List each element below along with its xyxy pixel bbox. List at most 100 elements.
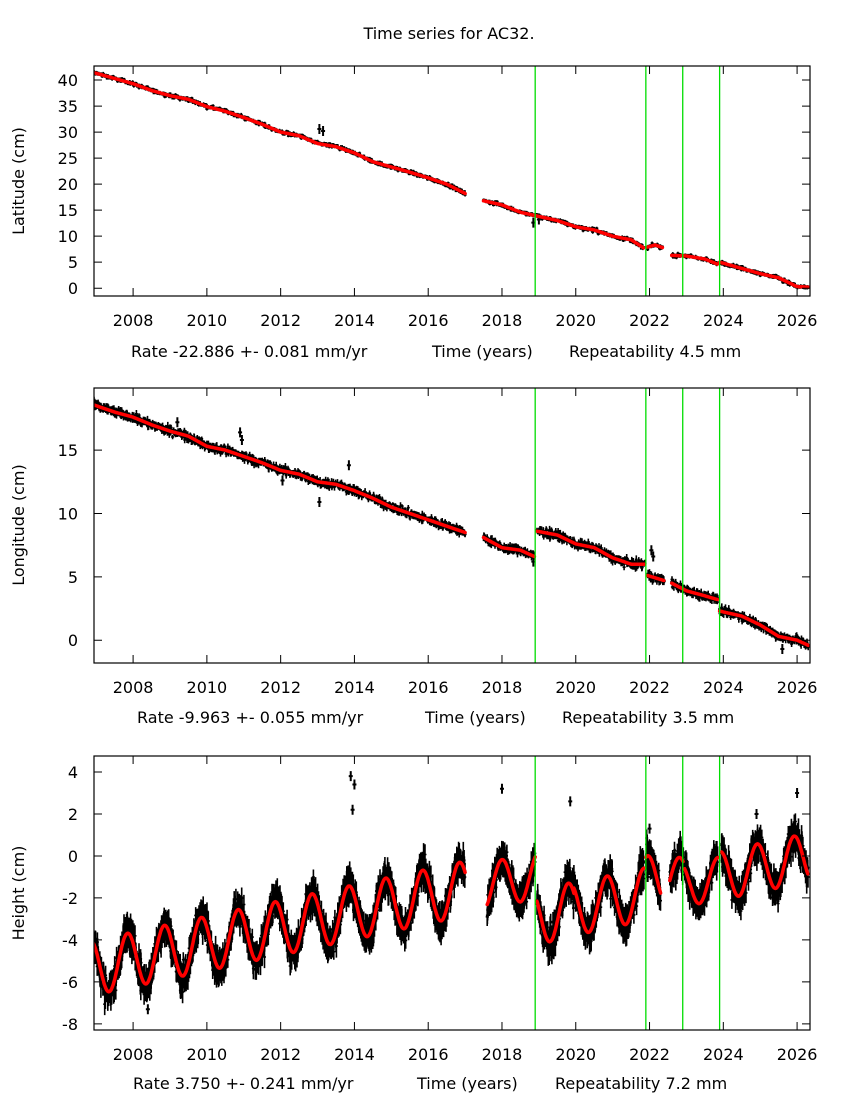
x-tick-label: 2010 [187, 1045, 228, 1064]
x-tick-label: 2018 [482, 311, 523, 330]
x-tick-label: 2026 [777, 311, 818, 330]
y-tick-label: 0 [68, 631, 78, 650]
y-tick-label: 5 [68, 253, 78, 272]
x-tick-label: 2024 [703, 1045, 744, 1064]
x-tick-label: 2020 [555, 311, 596, 330]
model-curve [669, 581, 720, 602]
plot-frame [93, 65, 811, 297]
model-curve [94, 403, 467, 535]
y-tick-label: -4 [62, 931, 78, 950]
model-curve [645, 573, 666, 583]
plot-frame [93, 387, 811, 664]
observation-outlier [317, 497, 322, 508]
observation-points [720, 813, 810, 921]
plot-area [94, 771, 810, 1016]
y-tick-label: 30 [58, 123, 78, 142]
x-tick-label: 2016 [408, 311, 449, 330]
model-curve [717, 260, 810, 289]
y-tick-label: 0 [68, 847, 78, 866]
x-tick-label: 2022 [629, 678, 670, 697]
x-tick-label: 2008 [113, 1045, 154, 1064]
observation-outlier [348, 771, 353, 782]
x-tick-label: 2010 [187, 678, 228, 697]
x-tick-label: 2026 [777, 1045, 818, 1064]
repeatability-label: Repeatability 7.2 mm [555, 1074, 727, 1093]
latitude-panel: Latitude (cm) Rate -22.886 +- 0.081 mm/y… [9, 65, 818, 361]
model-curve [682, 855, 720, 906]
observation-outlier [346, 460, 351, 471]
y-tick-label: 10 [58, 227, 78, 246]
model-curve [669, 253, 720, 266]
observation-outlier [499, 783, 504, 794]
y-axis-label: Latitude (cm) [9, 127, 28, 235]
x-tick-label: 2018 [482, 1045, 523, 1064]
x-tick-label: 2020 [555, 1045, 596, 1064]
model-curve [535, 529, 647, 566]
model-curve [572, 866, 646, 935]
observation-outlier [145, 1004, 150, 1015]
observation-outlier [352, 779, 357, 790]
observation-points [94, 841, 467, 1016]
x-tick-label: 2016 [408, 678, 449, 697]
model-curve [645, 243, 665, 250]
x-tick-label: 2014 [334, 678, 375, 697]
y-tick-label: 20 [58, 175, 78, 194]
x-axis-label: Time (years) [431, 342, 533, 361]
model-curve [644, 854, 663, 895]
y-tick-label: 35 [58, 97, 78, 116]
observation-outlier [780, 644, 785, 655]
model-curve [485, 855, 537, 907]
rate-label: Rate -22.886 +- 0.081 mm/yr [131, 342, 368, 361]
y-tick-label: 5 [68, 568, 78, 587]
y-tick-label: 10 [58, 504, 78, 523]
y-tick-label: 2 [68, 805, 78, 824]
x-tick-label: 2010 [187, 311, 228, 330]
x-tick-label: 2014 [334, 311, 375, 330]
y-tick-label: 0 [68, 279, 78, 298]
x-tick-label: 2024 [703, 311, 744, 330]
rate-label: Rate -9.963 +- 0.055 mm/yr [137, 708, 364, 727]
model-curve [717, 609, 810, 648]
x-tick-label: 2024 [703, 678, 744, 697]
observation-outlier [175, 417, 180, 428]
repeatability-label: Repeatability 3.5 mm [562, 708, 734, 727]
rate-label: Rate 3.750 +- 0.241 mm/yr [133, 1074, 354, 1093]
y-tick-label: 15 [58, 201, 78, 220]
observation-outlier [795, 787, 800, 798]
x-tick-label: 2008 [113, 311, 154, 330]
model-curve [535, 881, 576, 944]
observation-points [94, 396, 467, 538]
model-curve [481, 199, 646, 250]
observation-outlier [239, 434, 244, 445]
observation-points [482, 532, 536, 561]
y-tick-label: -8 [62, 1015, 78, 1034]
y-tick-label: 4 [68, 763, 78, 782]
model-curve [668, 855, 685, 883]
x-tick-label: 2014 [334, 1045, 375, 1064]
x-axis-label: Time (years) [416, 1074, 518, 1093]
model-curve [481, 535, 537, 559]
y-tick-label: -6 [62, 973, 78, 992]
observation-outlier [321, 126, 326, 137]
y-tick-label: 25 [58, 149, 78, 168]
observation-outlier [280, 475, 285, 486]
x-tick-label: 2016 [408, 1045, 449, 1064]
x-tick-label: 2020 [555, 678, 596, 697]
observation-outlier [317, 123, 322, 134]
y-tick-label: 40 [58, 71, 78, 90]
model-curve [94, 860, 467, 994]
observation-outlier [754, 808, 759, 819]
plot-frame [93, 755, 811, 1031]
x-tick-label: 2022 [629, 311, 670, 330]
model-curve [719, 834, 810, 898]
y-axis-label: Height (cm) [9, 846, 28, 941]
observation-outlier [647, 823, 652, 834]
observation-outlier [350, 804, 355, 815]
x-tick-label: 2008 [113, 678, 154, 697]
repeatability-label: Repeatability 4.5 mm [569, 342, 741, 361]
longitude-panel: Longitude (cm) Rate -9.963 +- 0.055 mm/y… [9, 387, 818, 727]
observation-outlier [568, 796, 573, 807]
x-tick-label: 2026 [777, 678, 818, 697]
observation-outlier [238, 427, 243, 438]
